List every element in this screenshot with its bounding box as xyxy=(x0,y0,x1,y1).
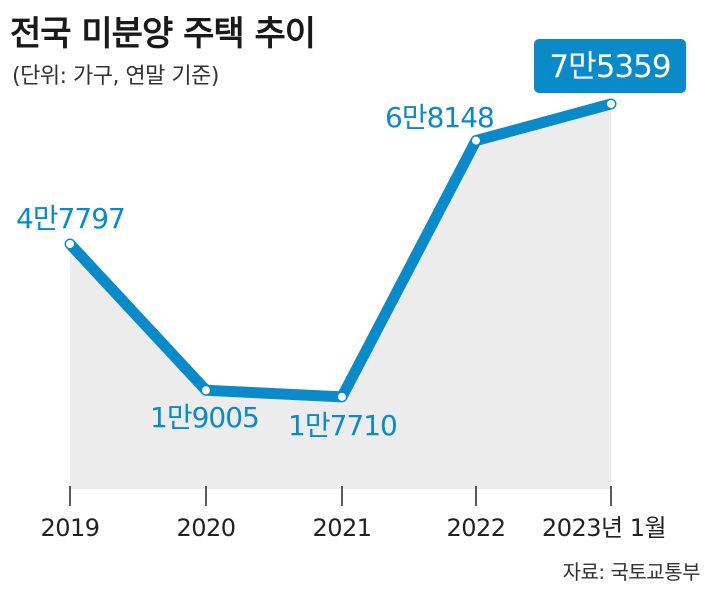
data-label-2022: 6만8148 xyxy=(385,101,494,134)
data-label-2023년 1월: 7만5359 xyxy=(549,49,670,85)
data-label-2020: 1만9005 xyxy=(150,401,259,434)
source-note: 자료: 국토교통부 xyxy=(562,560,701,584)
data-point-2019 xyxy=(66,239,74,248)
x-axis-ticks xyxy=(69,486,612,506)
chart-unit-note: (단위: 가구, 연말 기준) xyxy=(12,64,219,89)
chart-title: 전국 미분양 주택 추이 xyxy=(10,14,316,54)
data-label-2021: 1만7710 xyxy=(288,409,397,442)
x-label-2021: 2021 xyxy=(312,514,371,542)
data-point-2022 xyxy=(472,136,480,145)
data-point-2021 xyxy=(338,392,346,401)
data-labels: 4만7797 1만9005 1만7710 6만8148 7만5359 xyxy=(16,39,686,442)
highlight-label-box xyxy=(534,39,686,93)
x-axis-labels: 2019 2020 2021 2022 2023년 1월 xyxy=(40,514,666,542)
data-point-2023년 1월 xyxy=(607,99,615,108)
data-points xyxy=(66,99,615,401)
x-label-2020: 2020 xyxy=(176,514,235,542)
x-label-2022: 2022 xyxy=(446,514,505,542)
x-label-2019: 2019 xyxy=(40,514,99,542)
data-label-2019: 4만7797 xyxy=(16,202,125,235)
data-point-2020 xyxy=(202,386,210,395)
x-label-2023년 1월: 2023년 1월 xyxy=(542,514,666,542)
